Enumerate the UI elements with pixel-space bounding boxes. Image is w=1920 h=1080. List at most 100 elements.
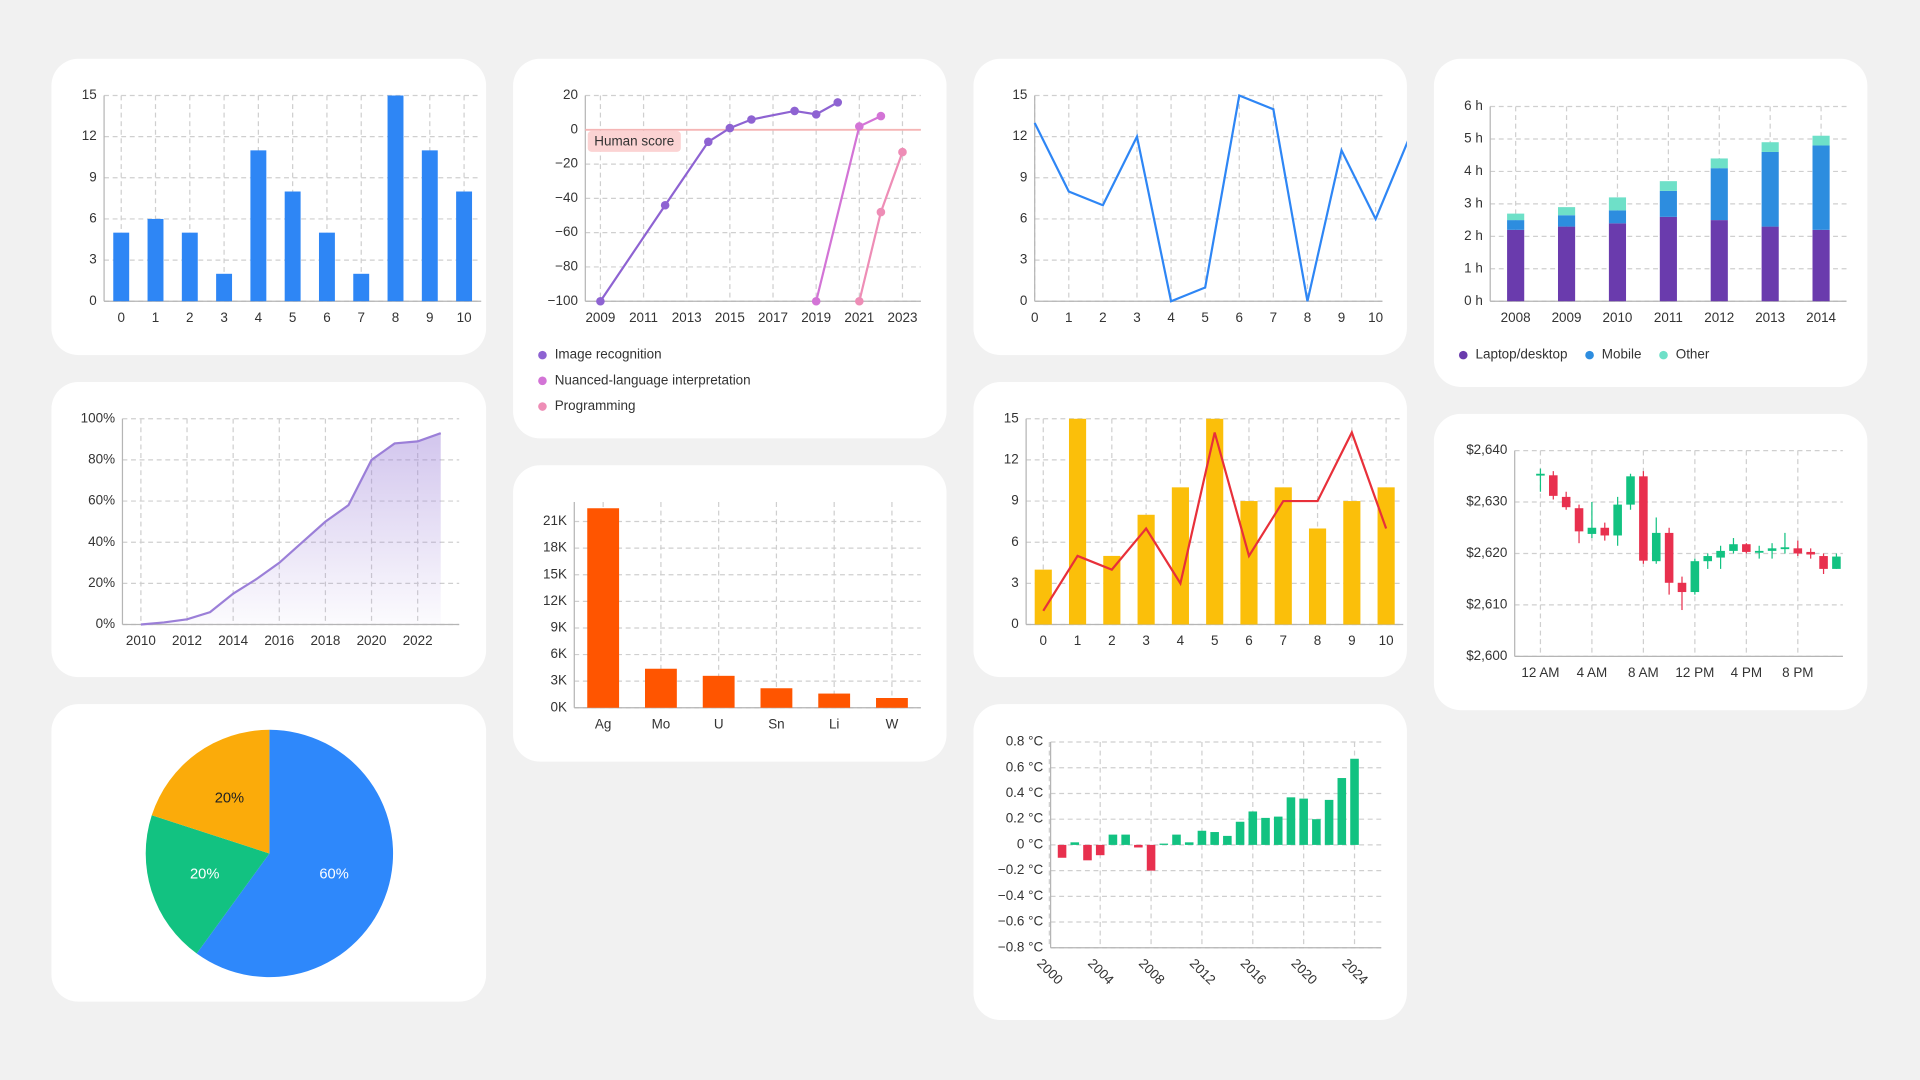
legend-label: Other <box>1676 347 1710 362</box>
x-tick-label: 3 <box>220 310 227 325</box>
y-tick-label: 15K <box>543 566 567 581</box>
bar <box>1083 844 1092 861</box>
candle-body <box>1806 551 1815 555</box>
y-tick-label: 0 <box>89 293 96 308</box>
annotation-label: Human score <box>594 134 674 149</box>
bar <box>1308 528 1327 625</box>
bar <box>1134 844 1143 848</box>
bar <box>1557 226 1576 302</box>
x-tick-label: 8 PM <box>1782 665 1813 680</box>
candle-body <box>1626 476 1635 505</box>
y-tick-label: $2,640 <box>1466 442 1507 457</box>
bar <box>1286 797 1296 845</box>
x-tick-label: Ag <box>595 716 611 731</box>
line <box>140 432 442 626</box>
x-tick-label: 0 <box>117 310 124 325</box>
y-tick-label: −60 <box>555 224 578 239</box>
y-tick-label: 9 <box>1011 493 1018 508</box>
y-tick-label: −0.8 °C <box>998 939 1044 954</box>
bar <box>1299 798 1308 845</box>
bar <box>1121 834 1130 845</box>
candle-body <box>1574 508 1584 532</box>
point <box>660 200 670 210</box>
bar <box>702 675 735 708</box>
y-tick-label: −20 <box>555 156 578 171</box>
x-tick-label: Li <box>829 716 839 731</box>
bar <box>1274 487 1292 625</box>
card <box>973 58 1407 356</box>
bar <box>1057 844 1067 858</box>
line <box>1042 429 1388 612</box>
bar <box>876 698 908 708</box>
bar <box>1197 830 1207 845</box>
candle-body <box>1690 561 1700 593</box>
y-tick-label: 9 <box>1020 169 1027 184</box>
y-tick-label: 20 <box>563 87 578 102</box>
y-tick-label: 9K <box>550 620 566 635</box>
y-tick-label: 0 <box>570 121 577 136</box>
bar <box>456 191 473 302</box>
point <box>876 111 886 121</box>
x-tick-label: 5 <box>289 310 296 325</box>
x-tick-label: 0 <box>1040 633 1047 648</box>
card <box>513 465 947 762</box>
y-tick-label: 4 h <box>1464 163 1483 178</box>
y-tick-label: 12 <box>1004 451 1019 466</box>
card <box>973 382 1407 678</box>
candle-body <box>1536 473 1545 476</box>
x-tick-label: 6 <box>323 310 330 325</box>
y-tick-label: 60% <box>88 493 115 508</box>
y-tick-label: 0 <box>1020 293 1027 308</box>
bar <box>250 150 267 302</box>
x-tick-label: 6 <box>1236 310 1243 325</box>
x-tick-label: 7 <box>1270 310 1277 325</box>
bar <box>818 693 851 708</box>
point <box>596 296 605 306</box>
chart: 0% 20% 40% 60% 80% 100% 2010 2012 2014 2016 2018 20… <box>81 410 460 648</box>
point <box>811 110 821 119</box>
legend-label: Image recognition <box>555 347 662 362</box>
bar <box>1206 418 1224 625</box>
candle-body <box>1767 548 1777 551</box>
x-tick-label: 2008 <box>1501 310 1531 325</box>
x-tick-label: 2010 <box>126 633 156 648</box>
bar <box>1223 835 1232 845</box>
y-tick-label: $2,600 <box>1466 648 1507 663</box>
point <box>790 106 799 116</box>
candle-body <box>1754 550 1764 553</box>
bar <box>1273 816 1283 845</box>
bar <box>1659 190 1677 217</box>
bar <box>1235 821 1245 845</box>
y-tick-label: 0.4 °C <box>1006 785 1044 800</box>
x-tick-label: 4 AM <box>1577 665 1608 680</box>
point <box>747 115 756 124</box>
y-tick-label: 15 <box>82 87 97 102</box>
y-tick-label: 6 <box>1011 534 1018 549</box>
x-tick-label: 2 <box>1108 633 1115 648</box>
y-tick-label: 21K <box>543 513 567 528</box>
y-tick-label: 15 <box>1012 87 1027 102</box>
x-tick-label: 2016 <box>264 633 294 648</box>
candle-body <box>1819 556 1828 569</box>
x-tick-label: 9 <box>1338 310 1345 325</box>
candle-body <box>1716 550 1725 558</box>
legend-swatch <box>1659 350 1668 360</box>
x-tick-label: 2022 <box>403 633 433 648</box>
y-tick-label: 6 h <box>1464 98 1483 113</box>
y-tick-label: 0% <box>96 616 115 631</box>
pie-slice <box>196 729 394 978</box>
bar <box>113 232 130 302</box>
bar <box>1812 145 1830 230</box>
bar <box>387 95 404 302</box>
bar <box>1761 151 1779 227</box>
bar <box>1210 832 1219 845</box>
slice-label: 20% <box>190 866 219 882</box>
y-tick-label: 0.6 °C <box>1006 759 1044 774</box>
bar <box>1507 229 1525 302</box>
y-tick-label: 0.8 °C <box>1006 734 1044 749</box>
bar <box>1240 501 1258 625</box>
candle-body <box>1832 556 1841 569</box>
x-tick-label: 2023 <box>888 310 918 325</box>
